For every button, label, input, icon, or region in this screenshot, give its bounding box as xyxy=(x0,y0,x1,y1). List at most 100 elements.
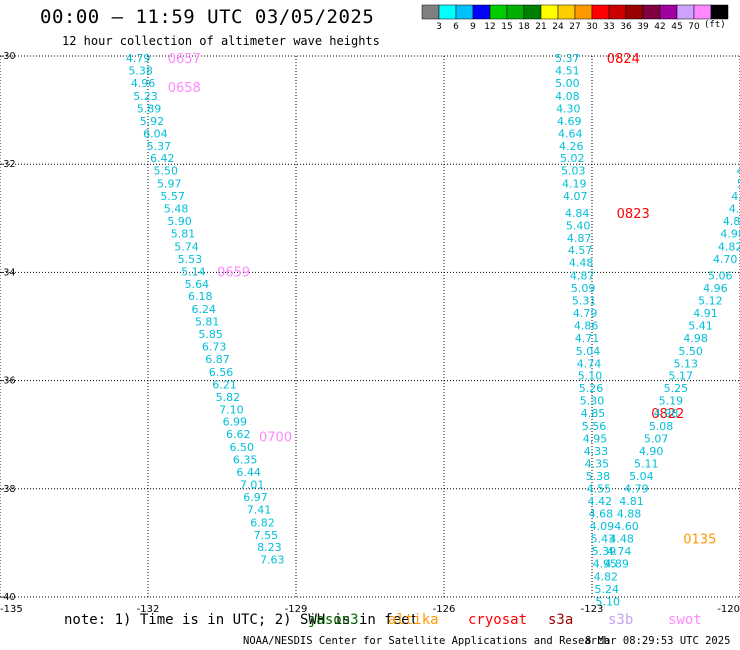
wave-height-value: 5.64 xyxy=(185,278,210,291)
legend-label: 12 xyxy=(484,22,495,32)
wave-height-value: 4.09 xyxy=(590,520,615,533)
wave-height-value: 5.04 xyxy=(576,345,601,358)
legend-swatch xyxy=(693,4,712,20)
lat-tick-label: -38 xyxy=(0,484,16,495)
legend-swatch xyxy=(642,4,661,20)
lon-tick-label: -123 xyxy=(581,604,604,615)
wave-height-value: 6.04 xyxy=(143,127,168,140)
wave-height-value: 4.55 xyxy=(587,482,612,495)
wave-height-value: 4.85 xyxy=(581,407,606,420)
altimeter-tracks: 4.795.384.965.235.895.926.045.376.425.50… xyxy=(126,52,740,608)
wave-height-value: 5.24 xyxy=(595,583,620,596)
wave-height-value: 4.9 xyxy=(731,190,740,203)
wave-height-value: 5.23 xyxy=(133,90,158,103)
legend-swatch xyxy=(489,4,508,20)
footnote: note: 1) Time is in UTC; 2) SWH is in fe… xyxy=(64,612,419,628)
lat-tick-label: -34 xyxy=(0,267,16,278)
legend-swatch xyxy=(710,4,729,20)
wave-height-value: 5.00 xyxy=(555,77,580,90)
wave-height-value: 4.48 xyxy=(609,533,634,546)
wave-height-value: 7.01 xyxy=(240,478,265,491)
wave-height-value: 4.70 xyxy=(713,253,738,266)
legend-swatch xyxy=(557,4,576,20)
legend-swatch xyxy=(659,4,678,20)
wave-height-value: 4.98 xyxy=(683,332,708,345)
wave-height-value: 4.42 xyxy=(588,495,613,508)
wave-height-value: 4.96 xyxy=(703,282,728,295)
legend-swatch xyxy=(608,4,627,20)
wave-height-value: 4.84 xyxy=(565,207,590,220)
legend-swatch xyxy=(676,4,695,20)
track-altika: 45.4.94.84.884.984.824.705.064.965.124.9… xyxy=(604,165,740,571)
lon-tick-label: -129 xyxy=(285,604,308,615)
wave-height-value: 7.55 xyxy=(254,529,279,542)
wave-height-value: 4.82 xyxy=(718,240,740,253)
legend-swatch xyxy=(540,4,559,20)
satellite-cryosat: cryosat xyxy=(468,612,528,628)
wave-height-value: 4.71 xyxy=(575,332,600,345)
wave-height-value: 5.30 xyxy=(580,395,605,408)
lat-tick-label: -32 xyxy=(0,159,16,170)
pass-time-label: 0822 xyxy=(651,407,684,422)
wave-height-value: 6.18 xyxy=(188,290,213,303)
track-cryosat: 5.374.515.004.084.304.694.644.265.025.03… xyxy=(555,52,684,608)
wave-height-value: 6.82 xyxy=(250,516,275,529)
lat-tick-label: -36 xyxy=(0,376,16,387)
wave-height-value: 5.10 xyxy=(578,370,603,383)
wave-height-value: 4.57 xyxy=(568,244,593,257)
wave-height-value: 6.42 xyxy=(150,152,175,165)
wave-height-value: 7.10 xyxy=(219,403,244,416)
satellite-s3a: s3a xyxy=(548,612,574,628)
wave-height-value: 4.19 xyxy=(562,178,587,191)
legend-label: 24 xyxy=(552,22,564,32)
wave-height-value: 4.98 xyxy=(654,407,679,420)
wave-height-value: 5.40 xyxy=(566,219,591,232)
map-grid xyxy=(0,55,740,598)
wave-height-value: 5.82 xyxy=(216,391,241,404)
wave-height-value: 6.73 xyxy=(202,341,227,354)
wave-height-value: 5.50 xyxy=(154,165,179,178)
wave-height-value: 5.81 xyxy=(171,227,196,240)
wave-height-value: 5.81 xyxy=(195,316,220,329)
wave-height-value: 4.79 xyxy=(624,482,649,495)
legend-label: 30 xyxy=(586,22,598,32)
legend-label: 33 xyxy=(603,22,614,32)
wave-height-value: 5.43 xyxy=(591,533,616,546)
map-subtitle: 12 hour collection of altimeter wave hei… xyxy=(62,34,380,48)
axis-ticks: -135 -132 -129 -126 -123 -120 -30 -32 -34 -36 -38 -… xyxy=(0,51,740,615)
wave-height-value: 5.97 xyxy=(157,178,182,191)
legend-label: 18 xyxy=(518,22,530,32)
legend-label: 70 xyxy=(688,22,700,32)
wave-height-value: 5.26 xyxy=(579,382,604,395)
wave-height-value: 4.26 xyxy=(559,140,584,153)
wave-height-value: 5.06 xyxy=(708,270,733,283)
wave-height-value: 4.60 xyxy=(614,520,639,533)
pass-time-label: 0700 xyxy=(259,430,292,445)
wave-height-value: 4.90 xyxy=(639,445,664,458)
wave-height-value: 6.21 xyxy=(212,378,237,391)
wave-height-value: 5.89 xyxy=(137,102,162,115)
lat-tick-label: -30 xyxy=(0,51,16,62)
legend-swatch xyxy=(591,4,610,20)
pass-time-label: 0659 xyxy=(217,265,250,280)
legend-label: 27 xyxy=(569,22,580,32)
wave-height-value: 4.82 xyxy=(594,570,619,583)
credit-text: NOAA/NESDIS Center for Satellite Applica… xyxy=(243,635,610,647)
pass-time-label: 0135 xyxy=(683,533,716,548)
wave-height-value: 6.62 xyxy=(226,428,251,441)
wave-height-value: 5.90 xyxy=(167,215,192,228)
wave-height-value: 4.89 xyxy=(604,557,629,570)
legend-swatch xyxy=(438,4,457,20)
wave-height-value: 5.11 xyxy=(634,457,659,470)
legend-label: 45 xyxy=(671,22,682,32)
wave-height-value: 5.02 xyxy=(560,152,585,165)
map-title: 00:00 — 11:59 UTC 03/05/2025 xyxy=(40,6,375,28)
wave-height-value: 5.09 xyxy=(571,282,596,295)
wave-height-value: 5.74 xyxy=(174,240,199,253)
wave-height-value: 5.37 xyxy=(147,140,172,153)
wave-height-value: 7.41 xyxy=(247,503,272,516)
legend-swatch xyxy=(421,4,440,20)
legend-swatch xyxy=(506,4,525,20)
legend-label: 42 xyxy=(654,22,665,32)
wave-height-value: 4.64 xyxy=(558,127,583,140)
